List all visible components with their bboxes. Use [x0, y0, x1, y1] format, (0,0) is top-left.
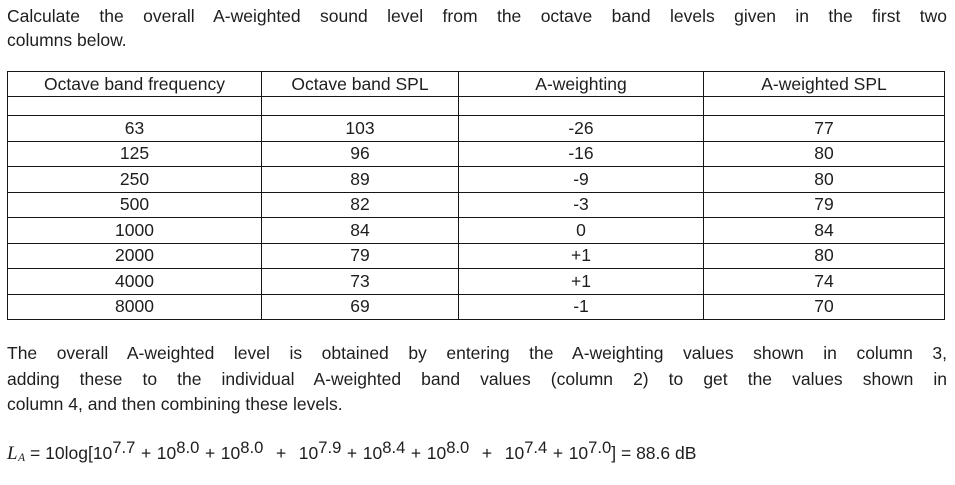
paragraph-line: Calculate the overall A-weighted sound l…: [7, 6, 947, 26]
table-cell: +1: [458, 268, 704, 295]
table-row: 8000 69 -1 70: [7, 293, 945, 320]
term-exponent: 8.0: [176, 437, 200, 457]
plus-operator: +: [140, 442, 152, 463]
column-header: Octave band frequency: [7, 71, 262, 97]
term-base: 10: [92, 442, 113, 463]
term-base: 10: [220, 442, 241, 463]
table-cell: 84: [703, 217, 945, 244]
formula-term: 107.4: [504, 439, 548, 463]
paragraph-line: columns below.: [7, 29, 127, 50]
formula-variable-subscript: A: [18, 451, 26, 464]
empty-cell: [7, 96, 262, 116]
table-cell: 82: [261, 191, 459, 218]
plus-operator: +: [481, 442, 493, 463]
table-body: 63 103 -26 77 125 96 -16 80 250 89 -9 80 500 82 -3 79 10…: [7, 96, 945, 320]
table-cell: 103: [261, 115, 459, 142]
table-cell: 80: [703, 166, 945, 193]
table-cell: -26: [458, 115, 704, 142]
table-header-row: Octave band frequency Octave band SPL A-we…: [7, 71, 945, 97]
plus-operator: +: [275, 442, 287, 463]
empty-cell: [703, 96, 945, 116]
term-exponent: 7.4: [524, 437, 548, 457]
formula-term: 107.0: [568, 439, 612, 463]
formula-suffix: ] = 88.6 dB: [611, 442, 697, 463]
formula-term: 107.9: [298, 439, 342, 463]
table-cell: 4000: [7, 268, 262, 295]
term-base: 10: [298, 442, 319, 463]
formula-terms: 107.7 +108.0 +108.0 +107.9 +108.4 +108.0 +107.…: [92, 439, 612, 463]
formula-term: 108.4: [362, 439, 406, 463]
paragraph-line: adding these to the individual A-weighte…: [7, 368, 947, 389]
term-base: 10: [156, 442, 177, 463]
column-header: Octave band SPL: [261, 71, 459, 97]
term-base: 10: [568, 442, 589, 463]
term-exponent: 8.0: [446, 437, 470, 457]
column-header: A-weighted SPL: [703, 71, 945, 97]
table-cell: 80: [703, 140, 945, 167]
term-exponent: 8.0: [240, 437, 264, 457]
table-cell: 1000: [7, 217, 262, 244]
empty-cell: [458, 96, 704, 116]
term-exponent: 7.7: [112, 437, 136, 457]
octave-band-table: Octave band frequency Octave band SPL A-we…: [7, 71, 945, 320]
table-cell: 79: [261, 242, 459, 269]
table-cell: 63: [7, 115, 262, 142]
formula-variable: LA: [7, 442, 26, 464]
plus-operator: +: [410, 442, 422, 463]
table-cell: 74: [703, 268, 945, 295]
plus-operator: +: [204, 442, 216, 463]
formula-prefix: = 10log[: [30, 442, 93, 463]
table-cell: 84: [261, 217, 459, 244]
term-exponent: 7.9: [318, 437, 342, 457]
paragraph-line: column 4, and then combining these level…: [7, 394, 343, 414]
table-cell: 0: [458, 217, 704, 244]
table-cell: 500: [7, 191, 262, 218]
column-header: A-weighting: [458, 71, 704, 97]
table-row: 1000 84 0 84: [7, 217, 945, 244]
table-cell: 69: [261, 293, 459, 320]
table-cell: 96: [261, 140, 459, 167]
table-cell: 8000: [7, 293, 262, 320]
paragraph-line: The overall A-weighted level is obtained…: [7, 343, 947, 363]
table-cell: +1: [458, 242, 704, 269]
table-cell: 79: [703, 191, 945, 218]
term-exponent: 8.4: [382, 437, 406, 457]
table-row: 2000 79 +1 80: [7, 242, 945, 269]
table-cell: 73: [261, 268, 459, 295]
table-cell: 70: [703, 293, 945, 320]
table-cell: 2000: [7, 242, 262, 269]
term-exponent: 7.0: [588, 437, 612, 457]
table-cell: 80: [703, 242, 945, 269]
table-row: 4000 73 +1 74: [7, 268, 945, 295]
table-cell: 77: [703, 115, 945, 142]
term-base: 10: [426, 442, 447, 463]
formula-term: 108.0: [156, 439, 200, 463]
table-cell: -16: [458, 140, 704, 167]
intro-paragraph: Calculate the overall A-weighted sound l…: [7, 5, 947, 52]
table-row: 500 82 -3 79: [7, 191, 945, 218]
table-spacer-row: [7, 96, 945, 116]
table-cell: 125: [7, 140, 262, 167]
formula-term: 107.7: [92, 439, 136, 463]
table-row: 63 103 -26 77: [7, 115, 945, 142]
plus-operator: +: [552, 442, 564, 463]
formula-term: 108.0: [426, 439, 470, 463]
table-cell: -3: [458, 191, 704, 218]
formula-term: 108.0: [220, 439, 264, 463]
formula: LA = 10log[107.7 +108.0 +108.0 +107.9 +108.4 +…: [7, 439, 947, 465]
table-row: 125 96 -16 80: [7, 140, 945, 167]
explanation-paragraph: The overall A-weighted level is obtained…: [7, 341, 947, 418]
term-base: 10: [362, 442, 383, 463]
table-cell: 250: [7, 166, 262, 193]
term-base: 10: [504, 442, 525, 463]
table-cell: -9: [458, 166, 704, 193]
table-cell: -1: [458, 293, 704, 320]
empty-cell: [261, 96, 459, 116]
plus-operator: +: [346, 442, 358, 463]
table-row: 250 89 -9 80: [7, 166, 945, 193]
table-cell: 89: [261, 166, 459, 193]
